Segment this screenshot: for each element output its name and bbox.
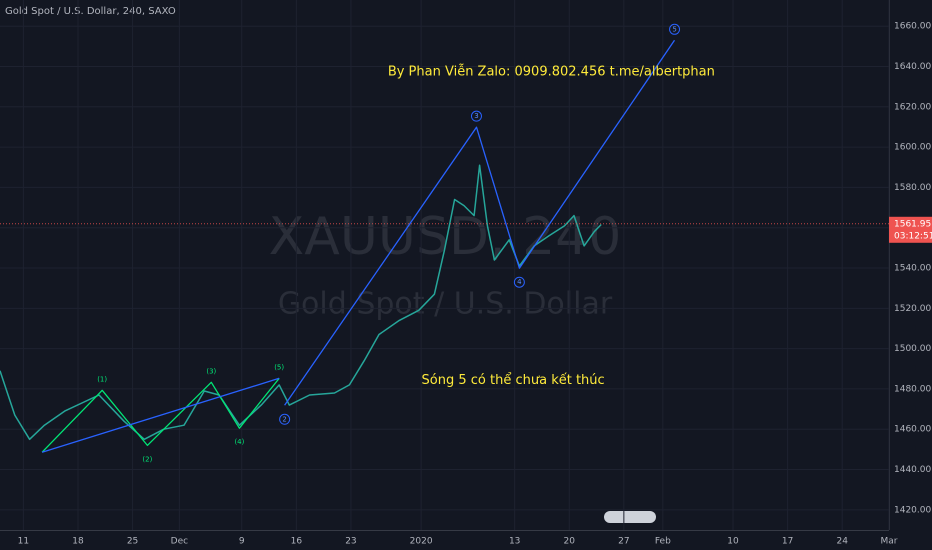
last-price-box: [889, 216, 932, 243]
wave-label: (3): [206, 367, 216, 375]
y-tick-label: 1540.00: [894, 264, 931, 274]
wave-label: (2): [142, 455, 152, 463]
y-tick-label: 1620.00: [894, 102, 931, 112]
x-tick-label: 2020: [410, 537, 433, 547]
y-tick-label: 1420.00: [894, 505, 931, 515]
annotation: By Phan Viễn Zalo: 0909.802.456 t.me/alb…: [388, 65, 715, 80]
x-tick-label: Dec: [171, 537, 188, 547]
wave-label-circle: [669, 23, 681, 35]
x-tick-label: 13: [509, 537, 520, 547]
x-tick-label: 9: [239, 537, 245, 547]
wave-label: 3: [474, 112, 478, 120]
watermark-subtitle: Gold Spot / U.S. Dollar: [278, 287, 613, 322]
x-tick-label: 10: [727, 537, 739, 547]
wave-label-circle: [513, 276, 525, 288]
wave-label: 5: [672, 25, 676, 33]
y-tick-label: 1440.00: [894, 465, 931, 475]
y-tick-label: 1480.00: [894, 384, 931, 394]
x-tick-label: 27: [618, 537, 629, 547]
x-tick-label: 25: [127, 537, 138, 547]
x-tick-label: Mar: [881, 537, 898, 547]
x-tick-label: 17: [782, 537, 793, 547]
x-tick-label: Feb: [655, 537, 671, 547]
y-tick-label: 1660.00: [894, 22, 931, 32]
y-tick-label: 1580.00: [894, 183, 931, 193]
chart-title: Gold Spot / U.S. Dollar, 240, SAXO: [5, 6, 176, 17]
y-tick-label: 1640.00: [894, 62, 931, 72]
x-tick-label: 16: [291, 537, 303, 547]
wave-label: (4): [234, 438, 244, 446]
y-tick-label: 1600.00: [894, 143, 931, 153]
watermark: XAUUSD, 240: [269, 207, 622, 267]
wave-label: (1): [97, 375, 107, 383]
wave-line: [41, 377, 280, 453]
x-tick-label: 11: [18, 537, 29, 547]
countdown-label: 03:12:51: [894, 231, 932, 241]
y-tick-label: 1500.00: [894, 344, 931, 354]
wave-label: 4: [517, 278, 522, 286]
x-tick-label: 18: [72, 537, 84, 547]
annotation: Sóng 5 có thể chưa kết thúc: [422, 373, 605, 388]
wave-line: [41, 377, 280, 453]
wave-line: [284, 39, 676, 406]
toolbar-icons: [604, 511, 656, 523]
x-tick-label: 20: [564, 537, 576, 547]
wave-label: (5): [274, 363, 284, 371]
y-tick-label: 1460.00: [894, 425, 931, 435]
wave-label-circle: [279, 413, 291, 425]
wave-label-circle: [470, 110, 482, 122]
x-tick-label: 24: [836, 537, 848, 547]
wave-label: 2: [282, 415, 286, 423]
x-tick-label: 23: [345, 537, 356, 547]
last-price-label: 1561.95: [894, 219, 931, 229]
y-tick-label: 1520.00: [894, 304, 931, 314]
